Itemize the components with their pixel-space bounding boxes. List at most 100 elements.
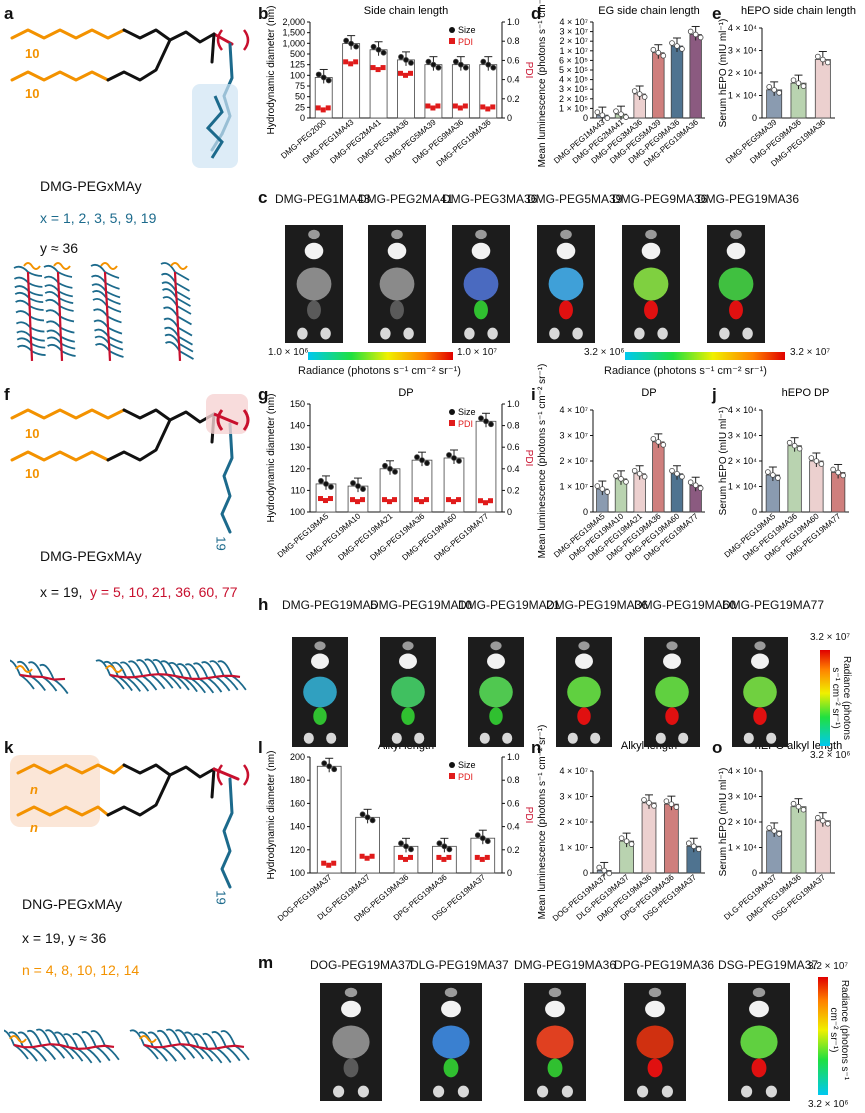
data-point bbox=[796, 445, 803, 452]
lipid-anchor bbox=[170, 262, 188, 270]
ivis-image bbox=[556, 637, 612, 747]
backbone bbox=[56, 271, 64, 361]
data-point bbox=[419, 457, 425, 464]
scheme-f-y-values: y = 5, 10, 21, 36, 60, 77 bbox=[90, 584, 238, 600]
bar bbox=[369, 49, 388, 119]
organ-spleen bbox=[474, 300, 488, 320]
data-point bbox=[430, 61, 437, 68]
chart-g-title: DP bbox=[398, 387, 413, 399]
data-point bbox=[692, 482, 699, 489]
data-point bbox=[359, 811, 366, 818]
organ-liver bbox=[743, 676, 777, 708]
data-point bbox=[636, 91, 643, 97]
scheme-k-brushes bbox=[4, 1028, 250, 1064]
y-axis-label: Mean luminescence (photons s⁻¹ cm⁻² sr⁻¹… bbox=[537, 725, 548, 920]
scheme-a-name: DMG-PEGxMAy bbox=[40, 178, 142, 194]
y2-axis-label: PDI bbox=[523, 62, 534, 79]
legend-size: Size bbox=[458, 760, 476, 770]
organ-heart bbox=[314, 641, 326, 651]
data-point bbox=[686, 840, 692, 847]
y-tick-label: 140 bbox=[290, 421, 305, 431]
legend-pdi-marker bbox=[449, 38, 455, 44]
legend-pdi: PDI bbox=[458, 772, 473, 782]
organ-heart bbox=[402, 641, 414, 651]
pdi-point bbox=[318, 496, 323, 502]
scale-2-min: 3.2 × 10⁶ bbox=[584, 347, 625, 358]
panel-label-k: k bbox=[4, 738, 14, 757]
pdi-point bbox=[355, 499, 360, 505]
organ-heart bbox=[752, 987, 766, 998]
y-tick-label: 3 × 10⁷ bbox=[559, 27, 588, 37]
data-point bbox=[488, 421, 494, 428]
y-tick-label: 1,500 bbox=[282, 28, 305, 38]
data-point bbox=[350, 480, 356, 486]
data-point bbox=[457, 61, 464, 68]
data-point bbox=[808, 455, 815, 461]
data-point bbox=[636, 470, 643, 477]
y-tick-label: 100 bbox=[290, 70, 305, 80]
y2-tick-label: 0.8 bbox=[507, 36, 520, 46]
pdi-point bbox=[451, 499, 456, 505]
organ-spleen bbox=[547, 1058, 563, 1078]
pdi-point bbox=[452, 103, 458, 109]
organ-kidney bbox=[297, 327, 308, 340]
y2-tick-label: 0 bbox=[507, 507, 512, 517]
bar bbox=[641, 802, 657, 874]
legend-size: Size bbox=[458, 25, 476, 35]
organ-lung bbox=[311, 653, 329, 669]
y-tick-label: 1 × 10⁴ bbox=[728, 843, 757, 853]
data-point bbox=[765, 469, 771, 475]
scheme-a-chain-num-2: 10 bbox=[25, 86, 40, 101]
panel-label-b: b bbox=[258, 4, 269, 23]
panel-label-h: h bbox=[258, 595, 269, 614]
data-point bbox=[360, 486, 366, 492]
lipid-anchor bbox=[53, 262, 71, 270]
data-point bbox=[623, 838, 630, 844]
data-point bbox=[623, 479, 629, 485]
y-tick-label: 150 bbox=[290, 399, 305, 409]
legend-size-marker bbox=[449, 409, 455, 415]
y-tick-label: 4 × 10⁴ bbox=[728, 405, 757, 415]
pdi-point bbox=[375, 67, 381, 73]
scheme-k-name: DNG-PEGxMAy bbox=[22, 896, 123, 912]
ivis-image bbox=[537, 225, 595, 343]
organ-kidney bbox=[479, 732, 490, 744]
y-tick-label: 4 × 10⁷ bbox=[559, 17, 588, 27]
data-point bbox=[663, 798, 670, 804]
y-tick-label: 3 × 10⁴ bbox=[728, 792, 757, 802]
image-label: DMG-PEG3MA36 bbox=[442, 192, 538, 206]
organ-lung bbox=[645, 1000, 665, 1018]
pdi-point bbox=[408, 854, 413, 860]
data-point bbox=[403, 56, 409, 63]
data-point bbox=[660, 52, 667, 59]
panel-m-scale-min: 3.2 × 10⁶ bbox=[808, 1099, 849, 1110]
bar bbox=[379, 468, 401, 513]
data-point bbox=[446, 452, 452, 458]
data-point bbox=[771, 87, 777, 93]
y-tick-label: 180 bbox=[290, 775, 305, 785]
data-point bbox=[326, 763, 333, 770]
legend-size: Size bbox=[458, 407, 476, 417]
data-point bbox=[771, 828, 777, 834]
organ-liver bbox=[548, 267, 584, 301]
y-tick-label: 2 × 10⁵ bbox=[559, 94, 588, 104]
data-point bbox=[370, 43, 377, 50]
scheme-f-structure bbox=[10, 394, 250, 534]
backbone bbox=[143, 1043, 245, 1050]
scale-1-label: Radiance (photons s⁻¹ cm⁻² sr⁻¹) bbox=[298, 365, 461, 377]
data-point bbox=[674, 43, 680, 49]
data-point bbox=[403, 843, 409, 850]
lipid-anchor bbox=[139, 1035, 157, 1043]
image-label: DMG-PEG19MA60 bbox=[634, 598, 737, 612]
panel-label-e: e bbox=[712, 4, 722, 23]
organ-kidney bbox=[634, 327, 645, 340]
organ-lung bbox=[751, 653, 769, 669]
data-point bbox=[687, 479, 694, 486]
data-point bbox=[766, 825, 772, 831]
scale-2-label: Radiance (photons s⁻¹ cm⁻² sr⁻¹) bbox=[604, 365, 767, 377]
organ-kidney bbox=[743, 732, 754, 744]
organ-kidney bbox=[741, 1085, 753, 1098]
ivis-image bbox=[368, 225, 426, 343]
data-point bbox=[650, 436, 657, 442]
panel-m-scale-max: 3.2 × 10⁷ bbox=[808, 961, 849, 972]
